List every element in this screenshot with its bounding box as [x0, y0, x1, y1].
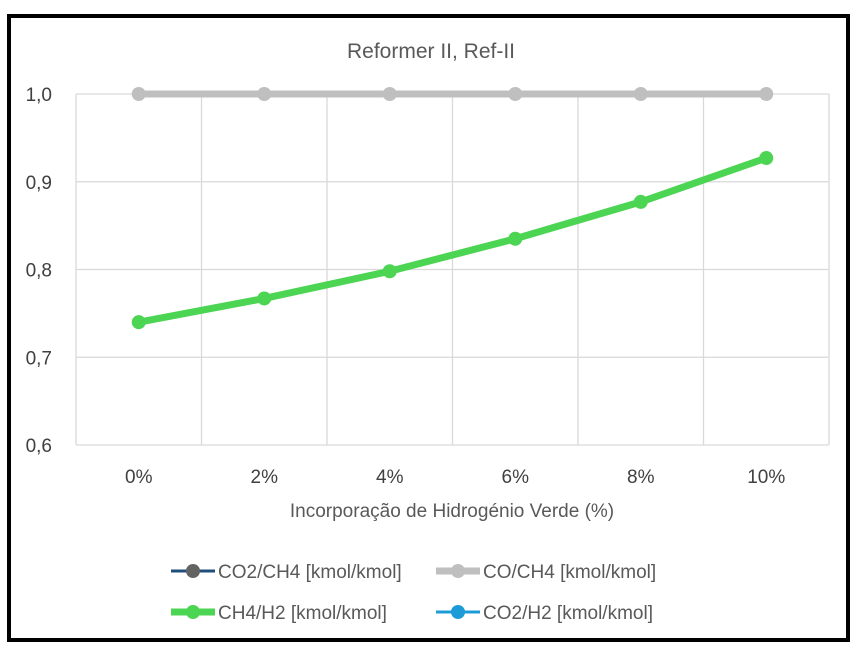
- x-tick-label: 10%: [747, 467, 785, 488]
- series-1: [131, 87, 774, 101]
- legend-item: CO/CH4 [kmol/kmol]: [436, 562, 656, 583]
- chart-frame: [7, 14, 850, 642]
- legend-label: CO/CH4 [kmol/kmol]: [483, 562, 656, 583]
- y-tick-labels: 0,6 0,7 0,8 0,9 1,0: [26, 85, 52, 457]
- data-point: [633, 87, 648, 101]
- series-2: [131, 151, 774, 330]
- x-tick-label: 2%: [251, 467, 279, 488]
- legend-label: CH4/H2 [kmol/kmol]: [218, 603, 387, 624]
- x-tick-label: 6%: [502, 467, 530, 488]
- chart-title: Reformer II, Ref-II: [347, 40, 515, 63]
- data-point: [382, 87, 397, 101]
- x-axis-label: Incorporação de Hidrogénio Verde (%): [290, 501, 614, 522]
- x-tick-label: 0%: [125, 467, 153, 488]
- legend-item: CO2/H2 [kmol/kmol]: [436, 603, 653, 624]
- data-point: [633, 194, 648, 209]
- series: [131, 87, 774, 330]
- legend-marker: [451, 605, 465, 619]
- legend-marker: [186, 605, 200, 619]
- x-tick-label: 8%: [627, 467, 655, 488]
- x-tick-labels: 0% 2% 4% 6% 8% 10%: [125, 467, 785, 488]
- legend-item: CH4/H2 [kmol/kmol]: [171, 603, 387, 624]
- data-point: [508, 231, 523, 246]
- legend-item: CO2/CH4 [kmol/kmol]: [171, 562, 402, 583]
- series-line: [135, 154, 770, 326]
- data-point: [759, 151, 774, 166]
- data-point: [131, 315, 146, 330]
- y-tick-label: 1,0: [26, 85, 52, 106]
- legend-marker: [186, 564, 200, 578]
- data-point: [759, 87, 774, 101]
- data-point: [257, 87, 272, 101]
- x-tick-label: 4%: [376, 467, 404, 488]
- gridlines: [75, 93, 830, 446]
- legend-marker: [451, 564, 465, 578]
- legend-label: CO2/H2 [kmol/kmol]: [483, 603, 653, 624]
- data-point: [508, 87, 523, 101]
- y-tick-label: 0,6: [26, 436, 52, 457]
- data-point: [257, 291, 272, 306]
- legend: CO2/CH4 [kmol/kmol] CO/CH4 [kmol/kmol] CH4…: [171, 562, 656, 624]
- data-point: [131, 87, 146, 101]
- legend-label: CO2/CH4 [kmol/kmol]: [218, 562, 402, 583]
- y-tick-label: 0,8: [26, 261, 52, 282]
- y-tick-label: 0,7: [26, 348, 52, 369]
- y-tick-label: 0,9: [26, 173, 52, 194]
- data-point: [382, 264, 397, 279]
